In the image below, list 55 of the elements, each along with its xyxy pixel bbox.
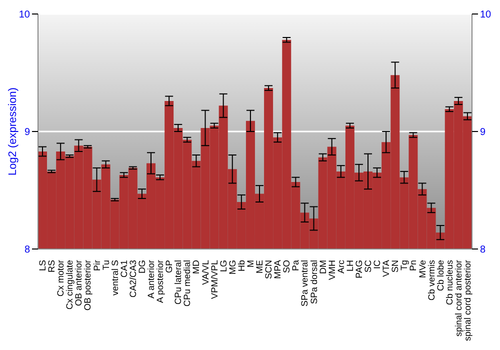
y-axis-title: Log2 (expression): [6, 87, 19, 176]
x-tick-label: VMH: [326, 260, 337, 280]
x-tick-label: ventral S: [110, 260, 120, 296]
x-tick-label: GP: [164, 260, 174, 274]
x-tick-label: PAG: [354, 260, 364, 278]
x-tick-label: IC: [372, 260, 382, 269]
x-tick-label: DM: [318, 260, 328, 274]
x-tick-label: MPA: [272, 260, 283, 279]
x-tick-label: SPa dorsal: [308, 260, 319, 304]
x-tick-label: LH: [344, 260, 355, 272]
x-tick-label: OB anterior: [74, 260, 84, 306]
x-tick-label: VTA: [381, 260, 392, 277]
x-tick-label: CA1: [118, 260, 129, 278]
x-tick-label: SC: [363, 260, 374, 273]
x-tick-label: Arc: [336, 260, 346, 274]
x-tick-label: LG: [218, 260, 228, 272]
x-tick-label: RS: [46, 260, 57, 273]
x-tick-label: Pa: [290, 260, 301, 272]
x-tick-label: SCN: [264, 260, 274, 280]
x-tick-label: SPa ventral: [300, 260, 310, 307]
x-tick-label: MD: [191, 260, 202, 274]
x-tick-label: Cx cingulate: [64, 260, 75, 310]
x-tick-label: Tu: [100, 260, 111, 270]
y-tick-label: 8: [24, 244, 30, 256]
x-tick-label: LS: [38, 260, 48, 272]
y2-tick-label: 8: [480, 244, 486, 256]
x-tick-label: Cb lobe: [435, 260, 446, 292]
x-tick-label: CA2/CA3: [128, 260, 138, 298]
x-tick-label: MG: [227, 260, 238, 274]
y2-tick-label: 10: [480, 10, 492, 21]
x-tick-label: VA/VL: [200, 260, 210, 285]
x-tick-label: MVe: [417, 260, 428, 278]
x-tick-label: Pn: [408, 260, 418, 272]
x-tick-label: SN: [390, 260, 400, 273]
x-tick-label: M: [245, 260, 256, 268]
x-tick-label: Pir: [92, 260, 102, 271]
x-tick-label: VPM/VPL: [209, 260, 220, 300]
x-tick-label: Hb: [236, 260, 246, 272]
x-tick-label: SO: [282, 260, 292, 274]
x-tick-label: Cb nucleus: [444, 260, 454, 306]
x-tick-label: ME: [254, 260, 265, 274]
y2-tick-label: 9: [480, 127, 486, 138]
x-tick-label: DG: [136, 260, 147, 274]
x-tick-label: A posterior: [155, 260, 166, 304]
x-tick-label: CPu lateral: [173, 260, 184, 305]
x-tick-label: CPu medial: [182, 260, 192, 307]
x-tick-label: Cx motor: [56, 260, 66, 297]
y-tick-label: 9: [24, 127, 30, 138]
x-tick-label: spinal cord posterior: [462, 260, 472, 342]
x-tick-label: OB posterior: [82, 260, 93, 311]
x-tick-label: A anterior: [146, 260, 156, 299]
x-tick-label: Tg: [399, 260, 410, 271]
x-tick-label: spinal cord anterior: [453, 260, 464, 337]
y-tick-label: 10: [18, 10, 30, 21]
x-tick-label: Cb vermis: [426, 260, 436, 301]
